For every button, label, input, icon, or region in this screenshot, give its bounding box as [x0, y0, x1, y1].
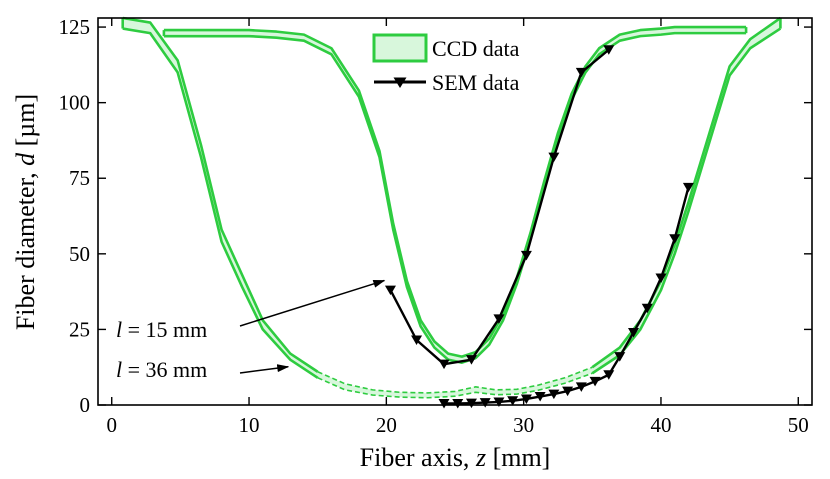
annotation-l15: l = 15 mm	[116, 279, 386, 342]
legend-swatch-sem-marker	[393, 77, 407, 88]
sem-marker	[682, 182, 694, 193]
annotation-l36-label: l = 36 mm	[116, 357, 207, 382]
sem-marker	[534, 392, 546, 402]
sem-marker	[493, 314, 505, 324]
sem-marker	[575, 67, 587, 78]
x-axis-ticks: 0 10 20 30 40 50	[106, 18, 809, 437]
x-tick-label: 50	[788, 413, 809, 437]
sem-series	[384, 45, 694, 409]
legend: CCD data SEM data	[372, 33, 520, 95]
y-axis-title-suffix: [µm]	[11, 94, 40, 153]
annotation-l15-text: = 15 mm	[122, 317, 207, 342]
sem-marker	[548, 389, 560, 400]
ccd-band-l15-upper	[163, 25, 747, 358]
y-axis-title: Fiber diameter, d [µm]	[11, 94, 40, 330]
legend-entry-ccd: CCD data	[372, 33, 520, 63]
sem-marker	[603, 370, 615, 380]
sem-marker	[603, 45, 615, 55]
sem-marker	[438, 398, 450, 409]
y-tick-label: 100	[59, 91, 91, 115]
annotation-l36-text: = 36 mm	[122, 357, 207, 382]
sem-marker	[575, 382, 587, 392]
sem-marker	[411, 335, 423, 345]
x-axis-title-var: z	[475, 443, 486, 472]
sem-marker	[520, 394, 532, 404]
sem-marker	[614, 352, 626, 362]
y-tick-label: 75	[69, 166, 90, 190]
sem-marker	[655, 273, 667, 284]
legend-entry-sem: SEM data	[374, 70, 520, 95]
sem-marker	[438, 359, 450, 370]
sem-marker	[479, 398, 491, 408]
x-tick-label: 40	[650, 413, 671, 437]
x-tick-label: 20	[376, 413, 397, 437]
sem-marker	[628, 327, 639, 338]
plot-frame	[97, 17, 813, 406]
annotation-l15-var: l	[116, 317, 122, 342]
legend-label-ccd: CCD data	[432, 36, 520, 61]
sem-marker	[493, 397, 505, 407]
ccd-band-l36-lower-middle	[317, 372, 593, 399]
ccd-band-l36-lower-right	[591, 27, 782, 375]
annotation-l15-arrow	[239, 279, 386, 327]
sem-marker	[669, 234, 681, 244]
y-axis-title-var: d	[11, 152, 40, 166]
sem-marker	[507, 396, 519, 406]
ccd-band-l36-upper-left	[122, 16, 319, 373]
ccd-band-l15-lower	[163, 31, 747, 364]
x-tick-label: 0	[106, 413, 117, 437]
y-tick-label: 125	[59, 15, 91, 39]
y-axis-title-prefix: Fiber diameter,	[11, 166, 40, 330]
annotation-l36-arrow	[239, 364, 290, 374]
y-axis-ticks: 0 25 50 75 100 125	[59, 15, 812, 417]
sem-marker	[641, 303, 653, 314]
sem-line-l36	[444, 187, 690, 405]
ccd-band-l36-upper-middle	[317, 366, 593, 394]
ccd-band-l36-lower-left	[122, 27, 319, 379]
annotation-l36-var: l	[116, 357, 122, 382]
x-tick-label: 30	[513, 413, 534, 437]
y-tick-label: 50	[69, 242, 90, 266]
x-axis-title-prefix: Fiber axis,	[360, 443, 476, 472]
y-tick-label: 0	[80, 393, 91, 417]
sem-marker	[562, 386, 574, 397]
sem-marker	[520, 250, 532, 261]
y-tick-label: 25	[69, 317, 90, 341]
sem-marker	[465, 355, 477, 365]
sem-marker	[548, 152, 560, 163]
annotation-l15-label: l = 15 mm	[116, 317, 207, 342]
x-axis-title: Fiber axis, z [mm]	[360, 443, 551, 472]
x-axis-title-suffix: [mm]	[486, 443, 550, 472]
legend-swatch-ccd	[372, 33, 428, 63]
sem-marker	[384, 285, 396, 296]
annotation-l36: l = 36 mm	[116, 357, 290, 382]
x-tick-label: 10	[239, 413, 260, 437]
sem-marker	[465, 398, 477, 409]
legend-label-sem: SEM data	[432, 70, 520, 95]
sem-marker	[452, 398, 464, 409]
ccd-bands	[121, 16, 782, 399]
sem-marker	[589, 376, 601, 387]
